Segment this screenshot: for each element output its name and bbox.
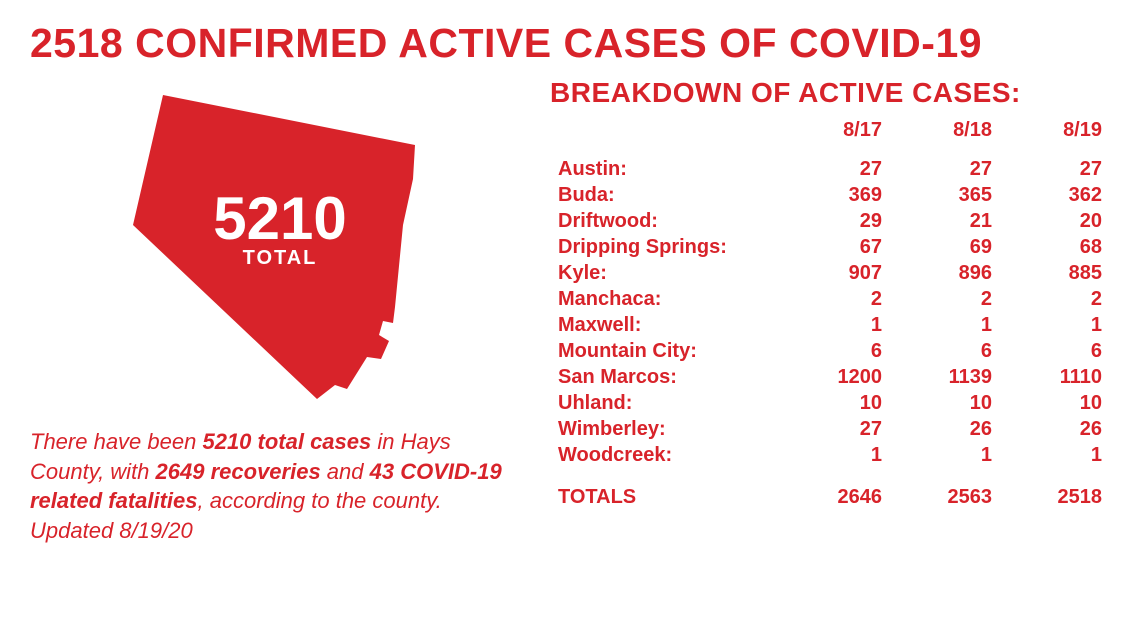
value-cell: 27 — [890, 156, 1000, 182]
city-cell: Manchaca: — [550, 286, 780, 312]
value-cell: 27 — [780, 416, 890, 442]
value-cell: 907 — [780, 260, 890, 286]
table-row: Dripping Springs:676968 — [550, 234, 1110, 260]
col-city — [550, 117, 780, 156]
value-cell: 1 — [1000, 312, 1110, 338]
table-body: Austin:272727Buda:369365362Driftwood:292… — [550, 156, 1110, 511]
value-cell: 1 — [890, 312, 1000, 338]
totals-cell: 2563 — [890, 468, 1000, 511]
table-row: Wimberley:272626 — [550, 416, 1110, 442]
city-cell: Wimberley: — [550, 416, 780, 442]
headline: 2518 CONFIRMED ACTIVE CASES OF COVID-19 — [30, 20, 1110, 67]
value-cell: 6 — [780, 338, 890, 364]
value-cell: 21 — [890, 208, 1000, 234]
summary-bold-recoveries: 2649 recoveries — [156, 459, 321, 484]
city-cell: Mountain City: — [550, 338, 780, 364]
totals-label: TOTALS — [550, 468, 780, 511]
value-cell: 2 — [780, 286, 890, 312]
value-cell: 10 — [890, 390, 1000, 416]
table-row: Driftwood:292120 — [550, 208, 1110, 234]
value-cell: 26 — [890, 416, 1000, 442]
county-total-label: TOTAL — [95, 247, 465, 270]
value-cell: 69 — [890, 234, 1000, 260]
table-row: Uhland:101010 — [550, 390, 1110, 416]
summary-pre: There have been — [30, 429, 202, 454]
summary-mid2: and — [321, 459, 370, 484]
value-cell: 362 — [1000, 182, 1110, 208]
value-cell: 6 — [1000, 338, 1110, 364]
col-date-0: 8/17 — [780, 117, 890, 156]
city-cell: Dripping Springs: — [550, 234, 780, 260]
left-column: 5210 TOTAL There have been 5210 total ca… — [30, 77, 550, 546]
city-cell: Buda: — [550, 182, 780, 208]
value-cell: 26 — [1000, 416, 1110, 442]
city-cell: Kyle: — [550, 260, 780, 286]
value-cell: 365 — [890, 182, 1000, 208]
value-cell: 6 — [890, 338, 1000, 364]
city-cell: Woodcreek: — [550, 442, 780, 468]
value-cell: 20 — [1000, 208, 1110, 234]
table-header-row: 8/17 8/18 8/19 — [550, 117, 1110, 156]
value-cell: 369 — [780, 182, 890, 208]
breakdown-title: BREAKDOWN OF ACTIVE CASES: — [550, 77, 1110, 109]
value-cell: 2 — [1000, 286, 1110, 312]
table-row: Mountain City:666 — [550, 338, 1110, 364]
totals-cell: 2646 — [780, 468, 890, 511]
city-cell: Austin: — [550, 156, 780, 182]
table-row: San Marcos:120011391110 — [550, 364, 1110, 390]
value-cell: 29 — [780, 208, 890, 234]
table-row: Buda:369365362 — [550, 182, 1110, 208]
city-cell: Driftwood: — [550, 208, 780, 234]
value-cell: 896 — [890, 260, 1000, 286]
right-column: BREAKDOWN OF ACTIVE CASES: 8/17 8/18 8/1… — [550, 77, 1110, 546]
summary-text: There have been 5210 total cases in Hays… — [30, 427, 530, 546]
table-row: Austin:272727 — [550, 156, 1110, 182]
value-cell: 2 — [890, 286, 1000, 312]
value-cell: 27 — [780, 156, 890, 182]
totals-row: TOTALS264625632518 — [550, 468, 1110, 511]
value-cell: 27 — [1000, 156, 1110, 182]
content-row: 5210 TOTAL There have been 5210 total ca… — [30, 77, 1110, 546]
county-total-number: 5210 — [95, 189, 465, 249]
value-cell: 1 — [780, 442, 890, 468]
table-row: Woodcreek:111 — [550, 442, 1110, 468]
value-cell: 1 — [1000, 442, 1110, 468]
breakdown-table: 8/17 8/18 8/19 Austin:272727Buda:3693653… — [550, 117, 1110, 511]
value-cell: 1 — [890, 442, 1000, 468]
value-cell: 10 — [780, 390, 890, 416]
value-cell: 68 — [1000, 234, 1110, 260]
value-cell: 1 — [780, 312, 890, 338]
col-date-1: 8/18 — [890, 117, 1000, 156]
county-label: 5210 TOTAL — [95, 189, 465, 270]
value-cell: 1139 — [890, 364, 1000, 390]
table-row: Kyle:907896885 — [550, 260, 1110, 286]
table-row: Manchaca:222 — [550, 286, 1110, 312]
city-cell: Maxwell: — [550, 312, 780, 338]
table-row: Maxwell:111 — [550, 312, 1110, 338]
city-cell: Uhland: — [550, 390, 780, 416]
value-cell: 1110 — [1000, 364, 1110, 390]
col-date-2: 8/19 — [1000, 117, 1110, 156]
city-cell: San Marcos: — [550, 364, 780, 390]
value-cell: 10 — [1000, 390, 1110, 416]
value-cell: 67 — [780, 234, 890, 260]
summary-bold-total: 5210 total cases — [202, 429, 371, 454]
county-shape: 5210 TOTAL — [95, 87, 465, 407]
value-cell: 1200 — [780, 364, 890, 390]
totals-cell: 2518 — [1000, 468, 1110, 511]
value-cell: 885 — [1000, 260, 1110, 286]
